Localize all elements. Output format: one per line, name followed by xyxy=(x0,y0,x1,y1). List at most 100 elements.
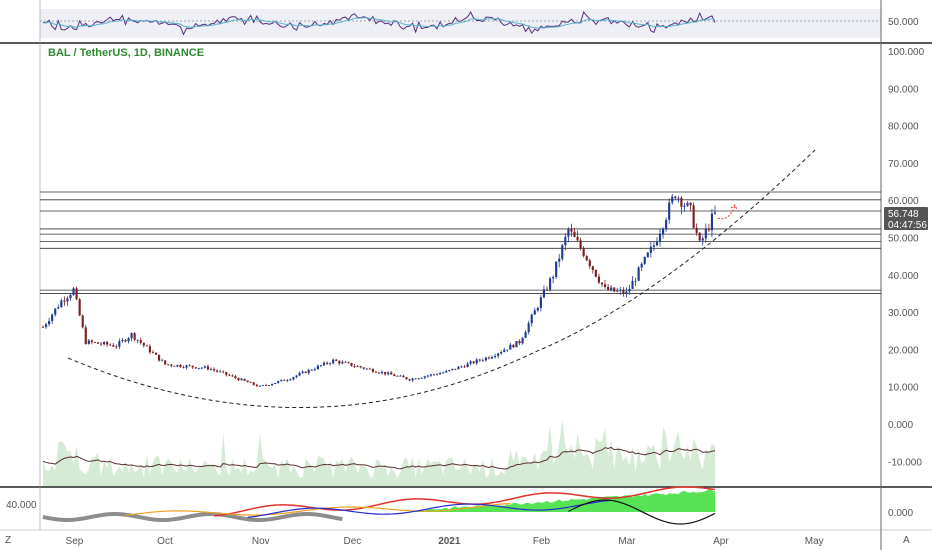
candle-body xyxy=(585,256,588,261)
candle-body xyxy=(151,352,155,354)
symbol-title[interactable]: BAL / TetherUS, 1D, BINANCE xyxy=(48,47,205,59)
candle-body xyxy=(539,297,542,308)
candle-body xyxy=(487,357,491,359)
candle-body xyxy=(677,197,680,199)
candle-body xyxy=(127,338,130,342)
time-axis[interactable]: Sep Oct Nov Dec 2021 Feb Mar Apr May xyxy=(66,536,824,547)
time-axis-label: Sep xyxy=(66,536,84,547)
time-axis-label: May xyxy=(805,536,824,547)
candle-body xyxy=(356,366,359,367)
candle-body xyxy=(545,289,549,291)
candle-body xyxy=(658,234,662,243)
candle-body xyxy=(613,287,616,292)
candle-body xyxy=(209,369,213,370)
candle-body xyxy=(234,376,237,379)
candle-body xyxy=(133,333,136,340)
candle-body xyxy=(665,219,668,229)
candle-body xyxy=(170,364,173,366)
candle-body xyxy=(225,372,228,375)
candle-body xyxy=(426,375,429,377)
dashed-curve-support[interactable] xyxy=(67,149,816,409)
candle-body xyxy=(555,261,558,278)
candle-body xyxy=(271,383,274,386)
price-tick-label: 100.000 xyxy=(888,47,925,58)
candle-body xyxy=(106,341,109,345)
timezone-toggle[interactable]: Z xyxy=(5,535,12,546)
price-tick-label: 60.000 xyxy=(888,196,919,207)
candle-body xyxy=(188,365,191,367)
candle-body xyxy=(396,375,399,377)
volume-area xyxy=(43,419,715,486)
candle-body xyxy=(295,375,298,378)
candle-body xyxy=(527,323,530,333)
candle-body xyxy=(368,368,371,370)
candle-body xyxy=(365,368,368,370)
price-tick-label: 20.000 xyxy=(888,345,919,356)
candle-body xyxy=(680,197,683,207)
candle-body xyxy=(75,288,78,300)
candle-body xyxy=(600,282,604,285)
candle-body xyxy=(301,371,304,374)
candle-body xyxy=(142,342,145,346)
candle-body xyxy=(698,232,701,241)
candle-body xyxy=(48,320,51,325)
oscillator-panel[interactable]: 40.000 0.000 xyxy=(6,486,913,525)
candle-body xyxy=(167,364,170,366)
candle-body xyxy=(246,380,249,383)
price-tick-label: 40.000 xyxy=(888,271,919,282)
candle-body xyxy=(643,257,646,264)
candle-body xyxy=(326,362,329,364)
candle-body xyxy=(408,379,411,381)
candle-body xyxy=(206,366,210,370)
oscillator-orange-line xyxy=(125,502,511,516)
candle-body xyxy=(542,289,546,298)
candle-body xyxy=(124,339,127,342)
candles xyxy=(41,193,717,387)
candle-body xyxy=(634,280,637,282)
candle-body xyxy=(322,362,326,366)
price-axis[interactable]: 100.000 90.000 80.000 70.000 60.000 50.000 40.… xyxy=(888,47,925,468)
candle-body xyxy=(662,228,665,235)
candle-body xyxy=(622,290,625,295)
candle-body xyxy=(182,367,185,368)
candle-body xyxy=(494,355,497,358)
candle-body xyxy=(353,365,356,367)
support-resistance-levels xyxy=(40,191,881,294)
candle-body xyxy=(130,333,133,339)
candle-body xyxy=(405,377,408,380)
candle-body xyxy=(222,371,225,373)
oscillator-gray-line xyxy=(42,511,343,522)
candle-body xyxy=(692,205,695,228)
candle-body xyxy=(344,361,347,363)
candle-body xyxy=(607,286,610,291)
candle-body xyxy=(588,260,591,267)
candle-body xyxy=(576,236,579,241)
candle-body xyxy=(115,346,118,348)
candle-body xyxy=(274,382,277,384)
candle-body xyxy=(631,280,634,289)
candle-body xyxy=(280,379,283,382)
candle-body xyxy=(619,290,622,291)
candle-body xyxy=(414,378,417,380)
candle-body xyxy=(457,366,460,370)
candle-body xyxy=(304,371,307,374)
rsi-band xyxy=(40,9,881,38)
candle-body xyxy=(237,378,240,381)
candle-body xyxy=(78,299,81,316)
candle-body xyxy=(277,381,280,383)
candle-body xyxy=(298,373,301,376)
candle-body xyxy=(475,359,478,364)
current-price: 56.748 xyxy=(888,209,919,220)
candle-body xyxy=(402,375,405,378)
candle-body xyxy=(283,379,286,381)
candle-body xyxy=(197,367,200,369)
auto-scale-toggle[interactable]: A xyxy=(903,535,910,546)
price-tick-label: 0.000 xyxy=(888,420,913,431)
candle-body xyxy=(136,339,139,341)
candle-body xyxy=(72,288,75,295)
candle-body xyxy=(158,354,161,361)
main-panel[interactable]: 100.000 90.000 80.000 70.000 60.000 50.000 40.… xyxy=(40,47,928,486)
candle-body xyxy=(668,202,671,220)
candle-body xyxy=(683,205,686,207)
